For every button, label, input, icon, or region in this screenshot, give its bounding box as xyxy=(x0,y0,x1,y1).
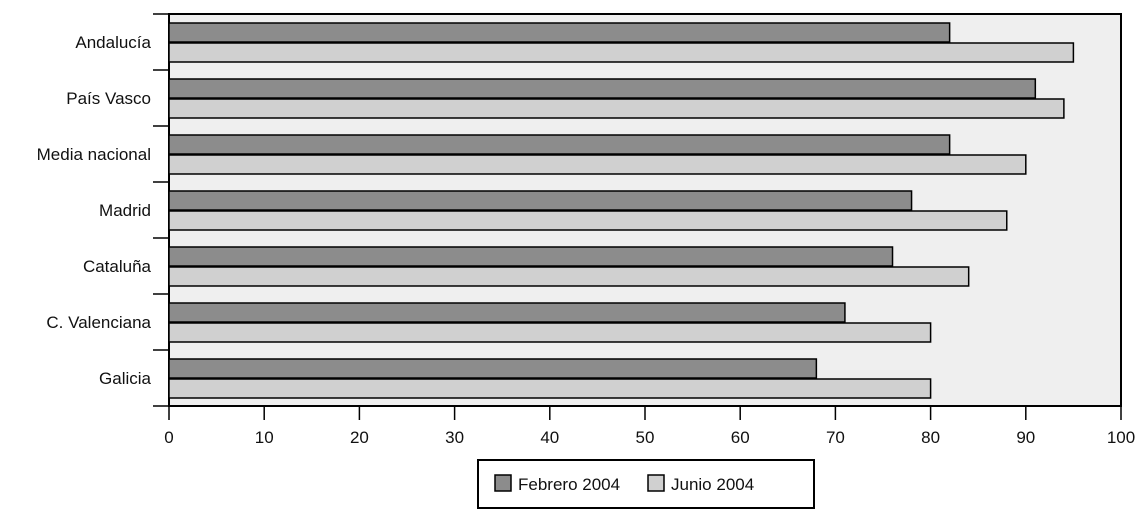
bar-febrero-2 xyxy=(168,134,951,155)
x-tick-label: 20 xyxy=(350,428,369,447)
bar-febrero-0 xyxy=(168,22,951,43)
bar-junio-6 xyxy=(168,378,932,399)
x-tick-label: 10 xyxy=(255,428,274,447)
legend-swatch xyxy=(647,474,665,492)
bar-junio-1 xyxy=(168,98,1065,119)
bar-febrero-3 xyxy=(168,190,913,211)
legend-label: Junio 2004 xyxy=(671,475,754,494)
legend-box xyxy=(477,459,815,509)
category-label: Madrid xyxy=(99,201,151,220)
bar-febrero-1 xyxy=(168,78,1037,99)
x-tick-label: 90 xyxy=(1016,428,1035,447)
bar-febrero-4 xyxy=(168,246,894,267)
bars-group xyxy=(168,22,1075,399)
bar-junio-4 xyxy=(168,266,970,287)
category-label: Media nacional xyxy=(37,145,151,164)
x-tick-label: 50 xyxy=(636,428,655,447)
bar-febrero-5 xyxy=(168,302,846,323)
x-tick-label: 70 xyxy=(826,428,845,447)
legend-label: Febrero 2004 xyxy=(518,475,620,494)
bar-febrero-6 xyxy=(168,358,818,379)
category-label: Andalucía xyxy=(75,33,151,52)
legend: Febrero 2004 Junio 2004 xyxy=(477,459,815,509)
category-label: C. Valenciana xyxy=(46,313,151,332)
bar-junio-2 xyxy=(168,154,1027,175)
x-axis: 0 10 20 30 40 50 60 70 80 90 100 xyxy=(164,406,1135,447)
bar-junio-0 xyxy=(168,42,1075,63)
x-tick-label: 100 xyxy=(1107,428,1135,447)
category-label: Cataluña xyxy=(83,257,152,276)
x-tick-label: 0 xyxy=(164,428,173,447)
x-tick-label: 60 xyxy=(731,428,750,447)
y-axis: Andalucía País Vasco Media nacional Madrid C… xyxy=(37,13,169,407)
category-label: Galicia xyxy=(99,369,152,388)
x-tick-label: 40 xyxy=(540,428,559,447)
bar-junio-5 xyxy=(168,322,932,343)
bar-junio-3 xyxy=(168,210,1008,231)
category-label: País Vasco xyxy=(66,89,151,108)
x-tick-label: 80 xyxy=(921,428,940,447)
legend-swatch xyxy=(494,474,512,492)
x-tick-label: 30 xyxy=(445,428,464,447)
